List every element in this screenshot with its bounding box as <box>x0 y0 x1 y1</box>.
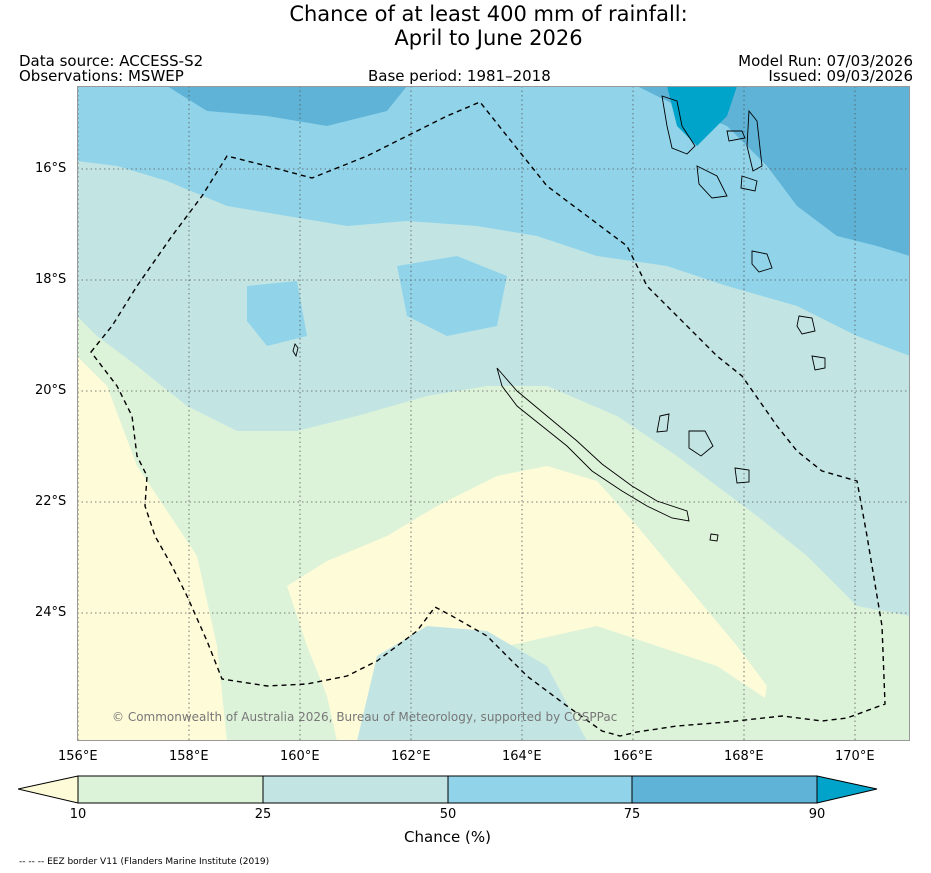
colorbar-seg-below-10 <box>18 775 79 804</box>
zone-75-90 <box>637 86 910 256</box>
island-vanuatu-tanna <box>811 355 826 371</box>
colorbar <box>18 775 878 804</box>
island-loyalty-mare <box>734 467 750 484</box>
map-title-line1: Chance of at least 400 mm of rainfall: <box>289 2 688 26</box>
lat-tick-16s: 16°S <box>35 161 67 176</box>
lon-tick-158e: 158°E <box>169 749 209 764</box>
island-new-caledonia <box>496 367 690 522</box>
copyright-text: © Commonwealth of Australia 2026, Bureau… <box>112 710 617 724</box>
lon-tick-156e: 156°E <box>58 749 98 764</box>
island-vanuatu-erromango <box>796 315 816 335</box>
lat-tick-22s: 22°S <box>35 494 67 509</box>
lon-tick-166e: 166°E <box>613 749 653 764</box>
lat-tick-18s: 18°S <box>35 272 67 287</box>
colorbar-title: Chance (%) <box>404 828 491 846</box>
colorbar-tick-75: 75 <box>623 807 641 822</box>
island-vanuatu-pentecost <box>746 109 763 172</box>
colorbar-tick-10: 10 <box>69 807 87 822</box>
zone-25-50-south <box>357 626 587 741</box>
colorbar-tick-25: 25 <box>254 807 272 822</box>
island-loyalty-lifou <box>688 430 714 457</box>
observations-label: Observations: MSWEP <box>19 67 184 85</box>
island-vanuatu-efate <box>751 250 773 273</box>
zone-above-90 <box>667 86 737 146</box>
colorbar-seg-50-75 <box>447 775 633 804</box>
lon-tick-170e: 170°E <box>835 749 875 764</box>
island-belep <box>292 343 299 358</box>
issued-label: Issued: 09/03/2026 <box>768 67 913 85</box>
zone-75-90-top <box>167 86 407 126</box>
lon-tick-164e: 164°E <box>502 749 542 764</box>
eez-footnote: -- -- -- EEZ border V11 (Flanders Marine… <box>19 857 270 867</box>
lon-tick-162e: 162°E <box>391 749 431 764</box>
island-loyalty-ouvea <box>656 413 670 433</box>
rainfall-map: © Commonwealth of Australia 2026, Bureau… <box>77 86 910 741</box>
map-frame <box>77 86 910 741</box>
zone-below-10-patch <box>527 506 677 626</box>
colorbar-seg-10-25 <box>77 775 264 804</box>
colorbar-seg-above-90 <box>816 775 878 804</box>
colorbar-seg-25-50 <box>262 775 449 804</box>
colorbar-tick-50: 50 <box>439 807 457 822</box>
island-vanuatu-espiritu <box>696 165 728 199</box>
map-title-line2: April to June 2026 <box>394 26 583 50</box>
lon-tick-168e: 168°E <box>724 749 764 764</box>
lon-tick-160e: 160°E <box>280 749 320 764</box>
island-vanuatu-ambae <box>726 130 746 142</box>
island-vanuatu-north <box>661 95 696 155</box>
eez-border <box>90 101 886 737</box>
base-period-label: Base period: 1981–2018 <box>368 67 551 85</box>
zone-50-75-blob <box>397 256 507 336</box>
island-isle-of-pines <box>709 533 719 542</box>
islands <box>292 95 826 542</box>
model-run-label: Model Run: 07/03/2026 <box>738 52 913 70</box>
zone-50-75-blob2 <box>247 281 307 346</box>
island-vanuatu-malekula <box>740 175 758 192</box>
lat-tick-20s: 20°S <box>35 383 67 398</box>
lat-tick-24s: 24°S <box>35 605 67 620</box>
zone-50-75 <box>77 86 910 356</box>
colorbar-seg-75-90 <box>631 775 818 804</box>
colorbar-tick-90: 90 <box>808 807 826 822</box>
data-source-label: Data source: ACCESS-S2 <box>19 52 204 70</box>
